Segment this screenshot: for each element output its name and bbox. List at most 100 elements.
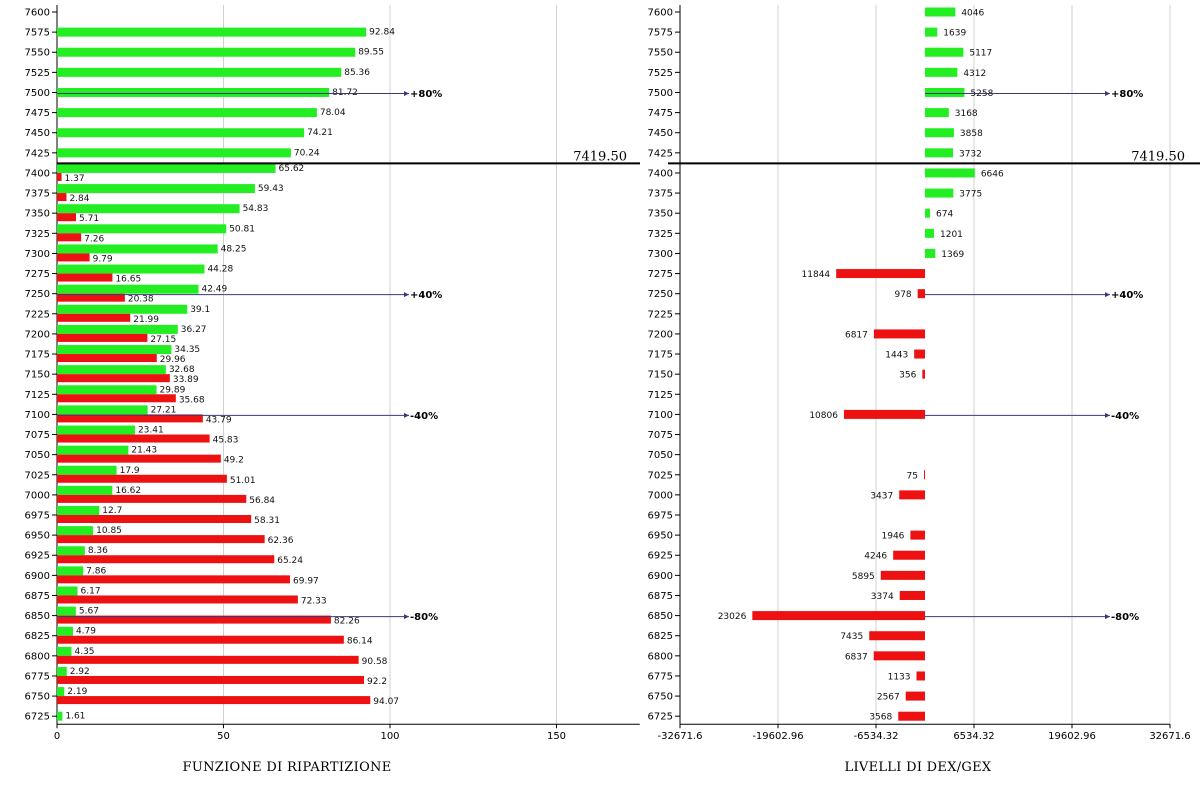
positive-bar-label: 674 [936, 210, 953, 220]
y-tick-label: 6975 [648, 511, 673, 522]
green-bar-label: 78.04 [320, 108, 346, 118]
green-bar-label: 2.19 [67, 687, 87, 697]
red-bar-label: 49.2 [224, 456, 244, 466]
green-bar-label: 39.1 [190, 305, 210, 315]
negative-bar [916, 671, 925, 681]
green-bar-label: 8.36 [88, 546, 108, 556]
red-bar [57, 675, 365, 684]
red-bar [57, 454, 221, 463]
percent-marker-arrow [404, 412, 409, 418]
y-tick-label: 6725 [25, 712, 50, 723]
negative-bar [922, 369, 925, 379]
positive-bar [925, 108, 949, 118]
red-bar-label: 20.38 [128, 295, 154, 305]
green-bar [57, 711, 63, 721]
y-tick-label: 6900 [648, 571, 673, 582]
positive-bar [925, 128, 954, 138]
red-bar-label: 1.37 [65, 174, 85, 184]
green-bar [57, 108, 317, 118]
positive-bar-label: 1369 [941, 250, 964, 260]
green-bar-label: 17.9 [120, 466, 140, 476]
red-bar-label: 92.2 [367, 677, 387, 687]
green-bar-label: 5.67 [79, 607, 99, 617]
y-tick-label: 7550 [25, 48, 50, 59]
negative-bar [869, 631, 925, 641]
y-tick-label: 7500 [648, 88, 673, 99]
negative-bar [924, 470, 925, 480]
positive-bar [925, 228, 935, 238]
x-tick-label: 19602.96 [1048, 731, 1096, 742]
y-tick-label: 7275 [25, 269, 50, 280]
y-tick-label: 6850 [25, 611, 50, 622]
green-bar [57, 465, 117, 475]
green-bar-label: 74.21 [307, 128, 333, 138]
negative-bar-label: 6837 [845, 652, 868, 662]
positive-bar-label: 4046 [961, 9, 984, 19]
red-bar [57, 696, 371, 705]
y-tick-label: 6825 [648, 631, 673, 642]
negative-bar [899, 590, 925, 600]
green-bar-label: 29.89 [160, 385, 186, 395]
green-bar [57, 445, 129, 455]
green-bar [57, 324, 178, 334]
percent-marker-label: -40% [410, 411, 438, 422]
green-bar-label: 21.43 [131, 446, 157, 456]
green-bar-label: 92.84 [369, 28, 395, 38]
y-tick-label: 6900 [25, 571, 50, 582]
green-bar [57, 405, 148, 415]
red-bar-label: 5.71 [79, 214, 99, 224]
red-bar-label: 65.24 [277, 556, 303, 566]
y-tick-label: 6800 [25, 651, 50, 662]
positive-bar-label: 6646 [981, 169, 1004, 179]
red-bar [57, 615, 331, 624]
y-tick-label: 7400 [648, 168, 673, 179]
green-bar-label: 27.21 [151, 405, 177, 415]
percent-marker-label: -80% [410, 612, 438, 623]
green-bar [57, 47, 356, 57]
y-tick-label: 6750 [25, 692, 50, 703]
green-bar [57, 264, 205, 274]
x-tick-label: 50 [217, 731, 230, 742]
green-bar-label: 65.62 [279, 164, 305, 174]
positive-bar-label: 1639 [943, 29, 966, 39]
percent-marker-label: +40% [410, 290, 442, 301]
x-tick-label: -32671.6 [658, 731, 703, 742]
green-bar-label: 85.36 [344, 68, 370, 78]
negative-bar [836, 269, 925, 279]
green-bar [57, 128, 305, 138]
percent-marker-arrow [1105, 614, 1110, 620]
percent-marker-arrow [1105, 412, 1110, 418]
y-tick-label: 6875 [25, 591, 50, 602]
y-tick-label: 6850 [648, 611, 673, 622]
red-bar-label: 29.96 [160, 355, 186, 365]
red-bar [57, 414, 203, 423]
positive-bar [925, 208, 931, 218]
red-bar-label: 94.07 [373, 697, 399, 707]
green-bar-label: 89.55 [358, 48, 384, 58]
negative-bar [752, 611, 925, 621]
negative-bar [914, 349, 925, 359]
y-tick-label: 7100 [648, 410, 673, 421]
negative-bar-label: 2567 [877, 693, 900, 703]
x-tick-label: 150 [547, 731, 566, 742]
negative-bar [898, 711, 925, 721]
percent-marker-arrow [404, 292, 409, 298]
x-tick-label: -19602.96 [752, 731, 803, 742]
y-tick-label: 7425 [25, 148, 50, 159]
percent-marker-arrow [404, 614, 409, 620]
y-tick-label: 7375 [25, 189, 50, 200]
green-bar [57, 304, 188, 314]
red-bar [57, 253, 90, 262]
y-tick-label: 7075 [25, 430, 50, 441]
red-bar [57, 193, 67, 202]
green-bar-label: 23.41 [138, 426, 164, 436]
distribution-chart-title: FUNZIONE DI RIPARTIZIONE [183, 760, 392, 775]
negative-bar [843, 409, 925, 419]
y-tick-label: 7350 [648, 209, 673, 220]
percent-marker-label: -80% [1111, 612, 1139, 623]
negative-bar-label: 1133 [888, 672, 911, 682]
y-tick-label: 7000 [25, 490, 50, 501]
red-bar-label: 58.31 [254, 516, 280, 526]
positive-bar [925, 168, 975, 178]
